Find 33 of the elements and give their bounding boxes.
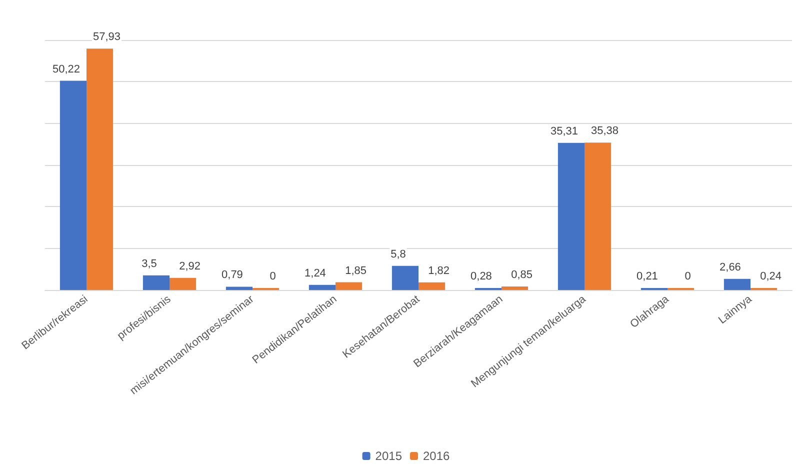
data-label: 1,24 <box>304 267 326 280</box>
data-label: 0,28 <box>470 270 492 282</box>
data-label: 50,22 <box>52 63 80 76</box>
bar <box>308 284 336 290</box>
bar <box>502 286 528 290</box>
legend-label: 2015 <box>375 449 402 463</box>
bar <box>86 48 114 290</box>
data-label: 1,82 <box>428 264 450 277</box>
bar <box>336 282 362 290</box>
bar <box>584 142 612 290</box>
data-label: 5,8 <box>390 248 406 260</box>
data-label: 2,66 <box>720 261 741 274</box>
data-label: 0 <box>684 270 691 282</box>
bar <box>142 275 170 290</box>
bar <box>60 80 86 290</box>
data-label: 35,31 <box>550 125 578 138</box>
data-label: 57,93 <box>93 31 121 44</box>
bar <box>170 278 196 290</box>
data-label: 1,85 <box>345 264 366 277</box>
data-label: 0,85 <box>511 268 532 281</box>
data-label: 3,5 <box>142 258 157 270</box>
bar <box>226 286 252 290</box>
data-label: 0 <box>270 270 276 282</box>
legend-label: 2016 <box>423 449 450 463</box>
bar <box>418 282 446 290</box>
bar <box>724 278 750 290</box>
data-label: 35,38 <box>591 125 619 138</box>
data-label: 2,92 <box>179 260 200 272</box>
data-label: 0,21 <box>636 270 658 282</box>
data-label: 0,79 <box>222 269 243 282</box>
data-label: 0,24 <box>760 270 782 282</box>
bar <box>558 142 584 290</box>
bar <box>392 266 418 290</box>
